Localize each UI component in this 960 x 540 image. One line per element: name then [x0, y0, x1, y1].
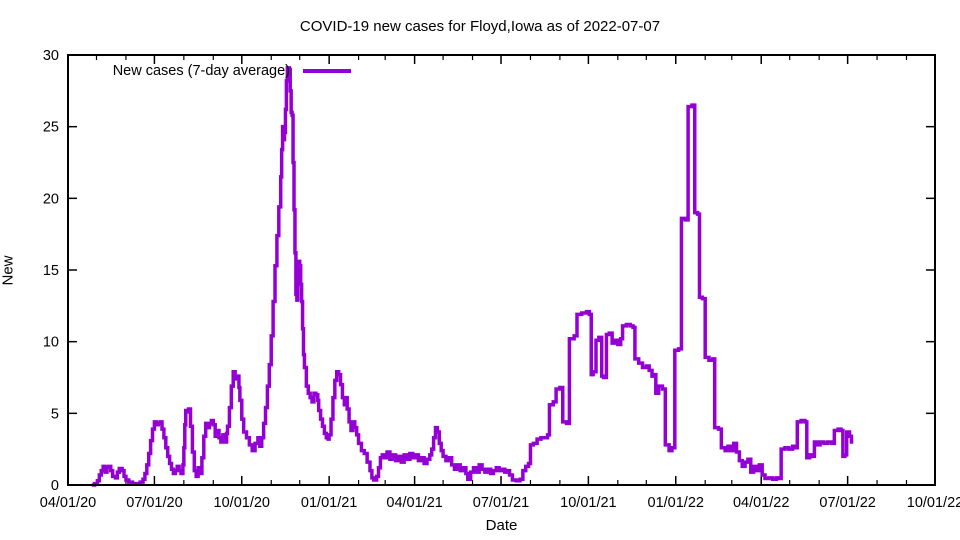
- x-tick-label: 07/01/22: [819, 495, 875, 511]
- cases-line: [91, 66, 854, 487]
- y-tick-label: 5: [51, 406, 59, 422]
- y-tick-label: 25: [43, 120, 59, 136]
- x-tick-label: 04/01/22: [733, 495, 789, 511]
- x-tick-label: 01/01/22: [648, 495, 704, 511]
- y-axis-label: New: [0, 255, 17, 286]
- plot-border: [67, 54, 936, 486]
- x-tick-label: 10/01/21: [560, 495, 616, 511]
- legend-label: New cases (7-day average): [112, 63, 290, 79]
- y-tick-label: 30: [43, 48, 59, 64]
- x-tick-label: 10/01/20: [214, 495, 270, 511]
- legend-line-sample: [303, 69, 351, 73]
- y-tick-label: 15: [43, 263, 59, 279]
- x-tick-label: 01/01/21: [301, 495, 357, 511]
- y-tick-label: 10: [43, 335, 59, 351]
- x-tick-label: 04/01/21: [386, 495, 442, 511]
- x-tick-label: 07/01/21: [473, 495, 529, 511]
- x-tick-label: 10/01/22: [907, 495, 960, 511]
- y-tick-label: 0: [51, 478, 59, 494]
- x-axis-label: Date: [485, 517, 518, 534]
- chart-title: COVID-19 new cases for Floyd,Iowa as of …: [299, 18, 661, 35]
- x-tick-label: 04/01/20: [40, 495, 96, 511]
- x-tick-label: 07/01/20: [126, 495, 182, 511]
- y-tick-label: 20: [43, 191, 59, 207]
